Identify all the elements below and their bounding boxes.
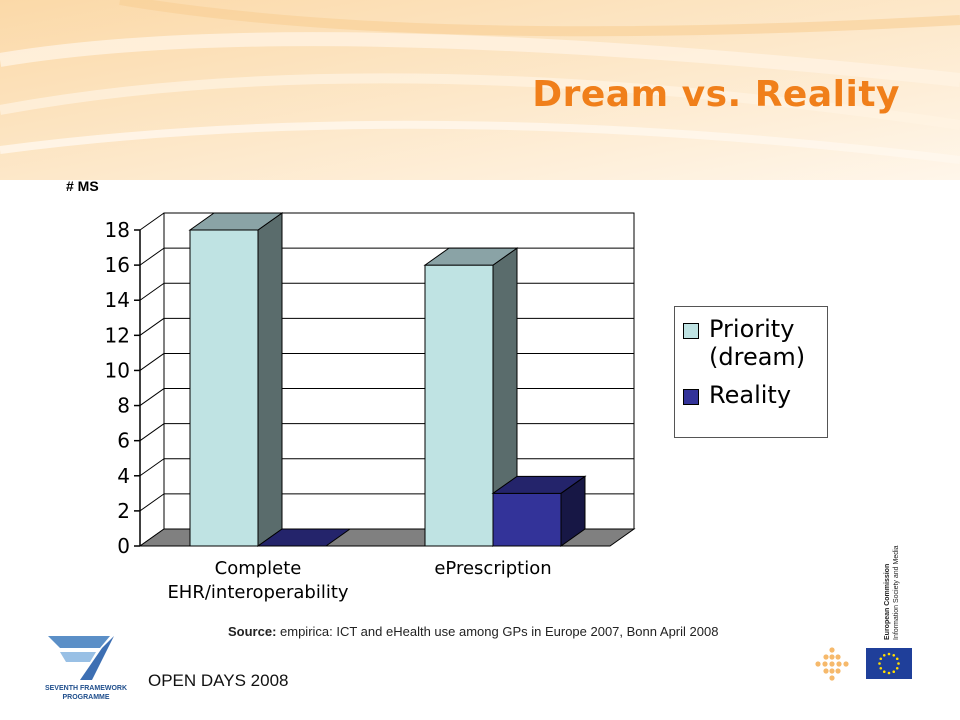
fp7-logo: SEVENTH FRAMEWORK PROGRAMME <box>45 636 127 701</box>
y-tick-label: 6 <box>117 429 130 453</box>
gridline-side <box>139 423 165 442</box>
gridline-side <box>139 458 165 477</box>
gridline-side <box>139 247 165 266</box>
source-label: Source: <box>228 624 277 639</box>
y-tick-label: 4 <box>117 464 130 488</box>
legend-label-priority: Priority (dream) <box>709 315 829 371</box>
gridline-side <box>139 317 165 336</box>
y-tick-label: 0 <box>117 534 130 558</box>
legend-item-priority: Priority (dream) <box>683 315 829 371</box>
ec-label-line1: European Commission <box>884 563 891 640</box>
fp7-logo-text-1: SEVENTH FRAMEWORK <box>45 685 127 692</box>
gridline-side <box>139 212 165 231</box>
bar-reality <box>492 492 562 547</box>
ec-label: European Commission Information Society a… <box>883 545 901 640</box>
decorative-dots-icon <box>815 647 849 681</box>
footer-event: OPEN DAYS 2008 <box>148 671 289 690</box>
y-tick-label: 8 <box>117 394 130 418</box>
y-tick-label: 14 <box>105 288 130 312</box>
gridline-side <box>139 353 165 371</box>
gridline-side <box>139 282 165 301</box>
source-text: empirica: ICT and eHealth use among GPs … <box>276 624 719 639</box>
bar-priority-top <box>423 247 519 266</box>
bar-priority <box>189 229 259 547</box>
x-tick-label: Complete <box>215 558 302 579</box>
y-tick-label: 16 <box>105 253 130 277</box>
legend-item-reality: Reality <box>683 381 829 409</box>
bar-priority <box>424 264 494 547</box>
bar-chart: 0 2 4 6 8 10 12 14 16 18 Complete EHR/interoperabil… <box>105 212 636 603</box>
legend-label-priority-line2: (dream) <box>709 343 806 371</box>
gridline-side <box>139 388 165 406</box>
x-tick-label: EHR/interoperability <box>167 582 348 603</box>
y-tick-label: 12 <box>105 323 130 347</box>
bar-priority-top <box>188 212 284 231</box>
y-tick-label: 18 <box>105 218 130 242</box>
ec-label-line2: Information Society and Media <box>893 545 900 640</box>
y-axis-label: # MS <box>66 178 99 194</box>
gridline-side <box>139 493 165 512</box>
slide-title: Dream vs. Reality <box>532 74 900 115</box>
eu-flag-icon <box>866 648 912 679</box>
bar-priority-side <box>257 212 283 547</box>
source-citation: Source: empirica: ICT and eHealth use am… <box>228 624 718 639</box>
legend-label-reality: Reality <box>709 381 792 409</box>
bar-reality-top <box>256 528 352 547</box>
legend-swatch-reality <box>683 389 699 405</box>
legend-swatch-priority <box>683 323 699 339</box>
y-tick-label: 10 <box>105 358 130 382</box>
header-banner <box>0 0 960 180</box>
legend-label-priority-line1: Priority <box>709 315 795 343</box>
y-tick-label: 2 <box>117 499 130 523</box>
x-tick-label: ePrescription <box>434 558 551 579</box>
fp7-logo-text-2: PROGRAMME <box>62 694 109 701</box>
chart-legend: Priority (dream) Reality <box>674 306 828 438</box>
bar-reality-top <box>491 475 587 494</box>
